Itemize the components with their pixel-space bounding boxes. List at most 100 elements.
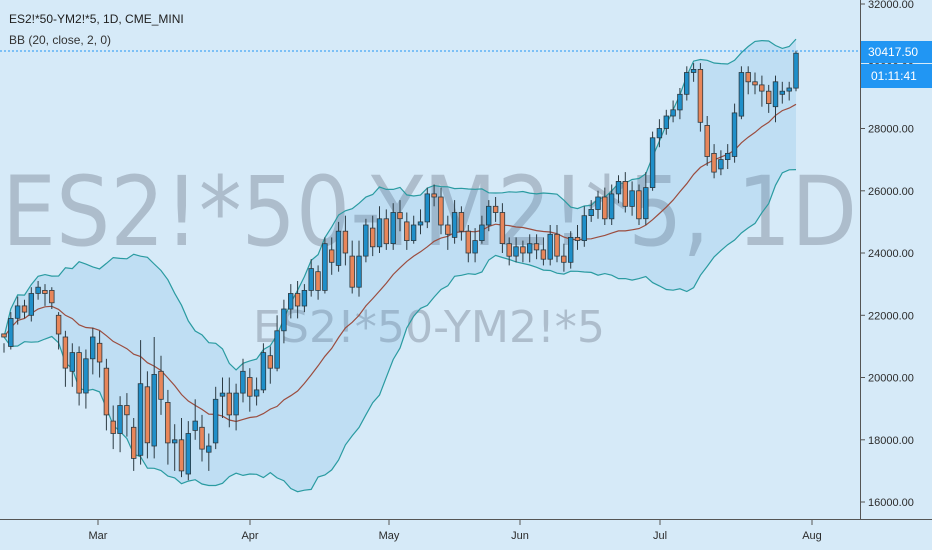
candle: [1, 333, 7, 353]
candle: [540, 237, 547, 266]
candle: [124, 393, 130, 437]
candle: [704, 116, 710, 166]
candle-body: [643, 187, 649, 220]
candle: [568, 231, 574, 269]
candle: [766, 84, 772, 113]
candle-body: [42, 289, 48, 294]
candle-body: [165, 401, 171, 444]
candle-body: [404, 221, 410, 241]
candle: [233, 383, 239, 431]
candle: [356, 240, 362, 297]
candle-body: [622, 180, 628, 207]
time-tick-label: Jun: [511, 530, 529, 542]
candle: [506, 237, 512, 266]
candle: [479, 215, 485, 244]
candle: [670, 100, 676, 123]
candle: [28, 287, 34, 322]
bb-fill: [4, 39, 796, 492]
candle-body: [718, 159, 724, 170]
candle: [697, 63, 704, 132]
candle: [759, 75, 765, 107]
time-tick-label: Jul: [653, 530, 667, 542]
candle: [499, 203, 506, 253]
candle: [438, 187, 444, 235]
candle-body: [322, 243, 328, 291]
candle: [684, 66, 690, 101]
candle-body: [663, 115, 669, 129]
candle: [171, 424, 178, 471]
candle-body: [458, 212, 465, 232]
indicator-legend[interactable]: BB (20, close, 2, 0): [9, 33, 111, 47]
bollinger-bands: [3, 38, 797, 493]
candle-body: [335, 230, 342, 266]
candle: [315, 265, 321, 300]
candle-body: [260, 352, 267, 391]
candle-body: [608, 193, 615, 220]
candle-body: [206, 445, 212, 453]
time-axis-ticks: Mar Apr May Jun Jul Aug: [89, 520, 822, 542]
candle: [137, 340, 144, 465]
candle-body: [1, 333, 7, 338]
candles: [1, 50, 799, 481]
candle-body: [21, 305, 28, 313]
symbol-legend[interactable]: ES2!*50-YM2!*5, 1D, CME_MINI: [9, 12, 184, 26]
candle-body: [759, 84, 765, 92]
candle: [14, 296, 21, 325]
candle: [492, 197, 499, 222]
candle: [417, 209, 424, 235]
candle-body: [185, 433, 191, 475]
candle: [335, 221, 342, 272]
candle: [793, 50, 799, 92]
candle: [219, 377, 226, 418]
candle-body: [574, 236, 581, 241]
candle: [690, 63, 697, 82]
candle: [397, 200, 403, 232]
candle-body: [779, 90, 785, 95]
candle-body: [670, 109, 676, 117]
candle: [404, 212, 410, 250]
candle: [328, 237, 335, 275]
candle-body: [547, 233, 553, 260]
candle-body: [274, 330, 280, 369]
candle: [253, 377, 260, 406]
candle-body: [506, 243, 512, 257]
candle: [561, 243, 567, 272]
candle: [533, 234, 540, 260]
candle-body: [520, 246, 526, 254]
candle-body: [96, 342, 103, 363]
candle-body: [513, 246, 519, 257]
candle-body: [390, 212, 396, 245]
candle-body: [499, 212, 506, 245]
candle-body: [178, 439, 185, 472]
candle: [35, 281, 41, 300]
candle: [144, 371, 151, 459]
candle: [83, 349, 89, 409]
candle: [287, 284, 294, 319]
candle-body: [492, 205, 499, 213]
candle-body: [315, 271, 321, 291]
candle: [21, 299, 28, 319]
candle-body: [151, 373, 157, 447]
candle-body: [103, 367, 110, 416]
candle: [581, 206, 587, 247]
candle: [595, 190, 601, 219]
price-tick-label: 22000.00: [868, 310, 914, 322]
candle: [90, 327, 96, 375]
candle: [281, 299, 287, 344]
candle-body: [772, 81, 779, 108]
candle: [342, 215, 349, 266]
candle-body: [192, 420, 198, 431]
candle-body: [137, 383, 144, 456]
candle-body: [144, 386, 151, 444]
candle: [649, 131, 656, 191]
candle: [779, 81, 785, 104]
candle-body: [615, 180, 622, 195]
candle: [574, 225, 581, 250]
candle-body: [281, 308, 287, 332]
candle: [110, 405, 116, 450]
candle-body: [397, 212, 403, 220]
price-axis-ticks: 32000.0030000.0028000.0026000.0024000.00…: [860, 0, 914, 509]
candle: [76, 346, 82, 406]
